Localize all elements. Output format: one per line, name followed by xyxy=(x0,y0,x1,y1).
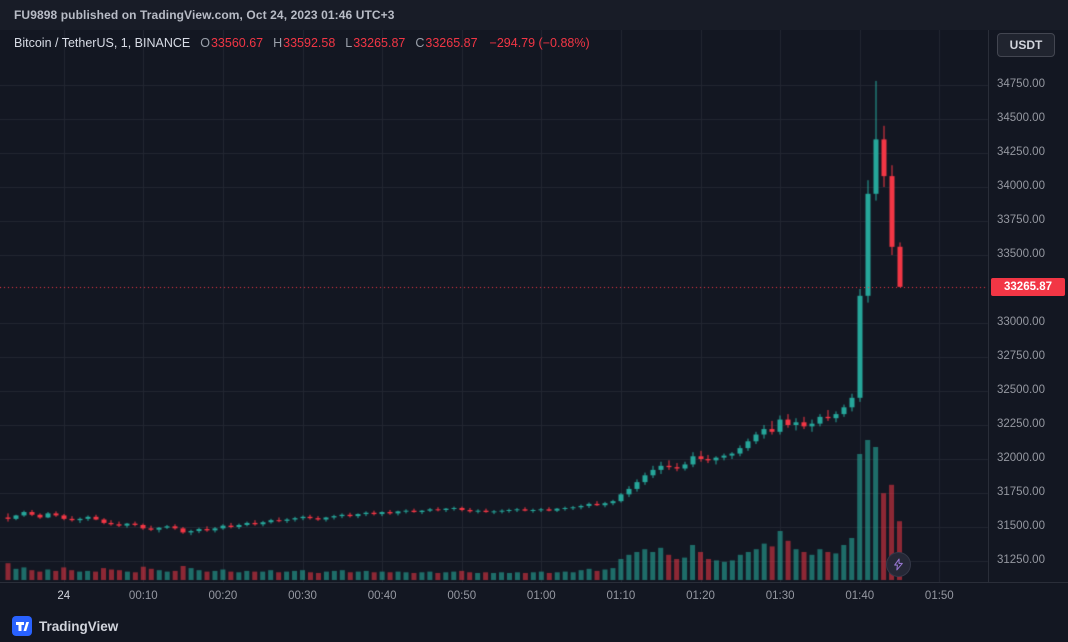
attribution-text: FU9898 published on TradingView.com, Oct… xyxy=(14,8,395,22)
price-tick: 34250.00 xyxy=(997,146,1045,158)
price-tick: 34750.00 xyxy=(997,78,1045,90)
change-text: −294.79 (−0.88%) xyxy=(489,36,590,50)
price-tick: 33000.00 xyxy=(997,316,1045,328)
chart-canvas[interactable] xyxy=(0,30,1068,582)
price-tick: 31750.00 xyxy=(997,486,1045,498)
last-price-label: 33265.87 xyxy=(991,277,1065,296)
time-tick: 00:50 xyxy=(447,590,477,602)
currency-toggle-button[interactable]: USDT xyxy=(997,33,1055,57)
price-tick: 31250.00 xyxy=(997,554,1045,566)
ohlc-high: H33592.58 xyxy=(273,36,336,50)
footer-bar: TradingView xyxy=(0,610,1068,642)
symbol-legend: Bitcoin / TetherUS, 1, BINANCE O33560.67… xyxy=(14,36,590,50)
lightning-icon xyxy=(894,558,903,571)
price-tick: 33750.00 xyxy=(997,214,1045,226)
time-tick: 01:00 xyxy=(526,590,556,602)
time-tick: 00:10 xyxy=(128,590,158,602)
ohlc-open: O33560.67 xyxy=(200,36,264,50)
price-tick: 32000.00 xyxy=(997,452,1045,464)
time-tick: 00:20 xyxy=(208,590,238,602)
price-tick: 32750.00 xyxy=(997,350,1045,362)
price-tick: 32250.00 xyxy=(997,418,1045,430)
time-tick: 01:50 xyxy=(924,590,954,602)
time-tick: 01:20 xyxy=(686,590,715,602)
time-tick: 00:30 xyxy=(288,590,317,602)
time-tick: 01:30 xyxy=(765,590,795,602)
time-axis[interactable]: 24 00:10 00:20 00:30 00:40 00:50 01:00 01:10 01:… xyxy=(0,582,1068,610)
tradingview-wordmark[interactable]: TradingView xyxy=(39,618,119,634)
time-tick: 00:40 xyxy=(367,590,397,602)
tradingview-logo-icon[interactable] xyxy=(12,616,32,636)
time-tick: 24 xyxy=(57,590,71,602)
symbol-title[interactable]: Bitcoin / TetherUS, 1, BINANCE xyxy=(14,36,191,50)
price-tick: 31500.00 xyxy=(997,520,1045,532)
lightning-reaction-button[interactable] xyxy=(886,552,911,577)
time-tick: 01:40 xyxy=(845,590,875,602)
price-tick: 32500.00 xyxy=(997,384,1045,396)
price-axis[interactable]: 33265.87 34750.00 34500.00 34250.00 34000.0… xyxy=(988,30,1068,582)
ohlc-close: C33265.87 xyxy=(415,36,478,50)
price-tick: 34500.00 xyxy=(997,112,1045,124)
attribution-bar: FU9898 published on TradingView.com, Oct… xyxy=(0,0,1068,30)
price-tick: 33500.00 xyxy=(997,248,1045,260)
time-tick: 01:10 xyxy=(606,590,636,602)
ohlc-low: L33265.87 xyxy=(345,36,406,50)
price-tick: 34000.00 xyxy=(997,180,1045,192)
